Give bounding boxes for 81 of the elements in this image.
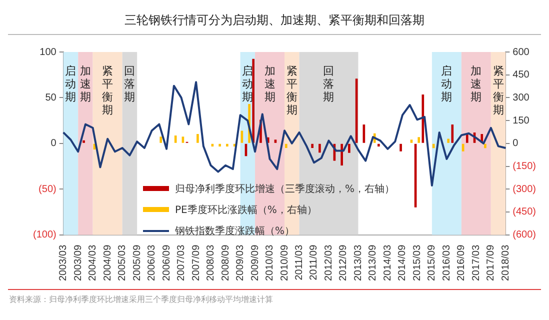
legend-label: 钢铁指数季度涨跌幅（%） <box>175 224 295 238</box>
x-tick-label: 2011/03 <box>294 244 305 280</box>
band-label: 加速期 <box>264 64 276 104</box>
band-label: 加速期 <box>80 64 91 104</box>
x-tick-label: 2013/09 <box>368 244 379 282</box>
x-tick-label: 2008/03 <box>206 244 217 282</box>
y-tick-label: (50) <box>38 184 56 195</box>
bar <box>160 136 162 143</box>
x-tick-label: 2004/03 <box>88 244 99 282</box>
bar <box>196 134 199 143</box>
bar <box>311 144 314 148</box>
bar <box>451 124 454 143</box>
x-tick-label: 2009/09 <box>250 244 261 282</box>
x-tick-label: 2012/03 <box>323 244 334 282</box>
x-tick-label: 2017/09 <box>486 244 497 282</box>
y2-tick-label: 450 <box>512 70 530 81</box>
y-tick-label: 50 <box>45 92 57 104</box>
bar <box>285 144 288 148</box>
bar <box>410 140 413 143</box>
bar <box>466 134 468 143</box>
x-tick-label: 2007/03 <box>176 244 188 282</box>
bar <box>422 94 424 143</box>
y-tick-label: 100 <box>40 46 57 58</box>
x-tick-label: 2006/03 <box>146 244 158 282</box>
y2-tick-label: 300 <box>512 92 530 104</box>
band-label: 回落期 <box>124 65 136 104</box>
y-tick-label: (100) <box>32 230 56 241</box>
y2-tick-label: (300) <box>512 184 536 195</box>
x-tick-label: 2005/03 <box>117 244 128 282</box>
bar <box>348 144 350 153</box>
x-tick-label: 2009/03 <box>235 244 246 282</box>
bar <box>318 144 321 153</box>
band-label: 启动期 <box>441 64 452 104</box>
x-tick-label: 2015/03 <box>412 244 423 282</box>
band-label: 加速期 <box>470 64 482 104</box>
bar <box>226 144 228 146</box>
x-tick-label: 2014/03 <box>382 244 394 282</box>
x-tick-label: 2017/03 <box>470 244 482 282</box>
text: 资料来源：归母净利季度环比增速采用三个季度归母净利移动平均增速计算 <box>9 294 273 305</box>
band-label: 紧平衡期 <box>102 65 114 116</box>
x-tick-label: 2018/03 <box>500 244 512 282</box>
x-tick-label: 2003/03 <box>58 244 70 282</box>
x-tick-label: 2016/03 <box>441 244 452 282</box>
band-label: 紧平衡期 <box>286 65 298 116</box>
band-label: 启动期 <box>65 64 76 104</box>
band-label: 回落期 <box>323 65 334 104</box>
bar <box>274 140 277 143</box>
y2-tick-label: 150 <box>512 115 530 126</box>
y-tick-label: 0 <box>50 138 57 150</box>
x-tick-label: 2011/09 <box>308 244 320 280</box>
x-tick-label: 2014/09 <box>397 244 408 282</box>
bar <box>418 137 420 143</box>
bar <box>252 58 255 143</box>
x-tick-label: 2010/03 <box>264 244 276 282</box>
bar <box>400 144 402 152</box>
x-tick-label: 2003/09 <box>72 244 84 282</box>
bar <box>447 138 450 143</box>
bar <box>378 144 380 146</box>
x-tick-label: 2016/09 <box>456 244 468 282</box>
band-label: 紧平衡期 <box>492 65 504 116</box>
legend-label: PE季度环比涨跌幅（%，右轴） <box>175 204 317 216</box>
x-tick-label: 2015/09 <box>426 244 438 282</box>
x-tick-label: 2013/03 <box>352 244 364 282</box>
x-tick-label: 2004/09 <box>102 244 114 282</box>
chart-title: 三轮钢铁行情可分为启动期、加速期、紧平衡期和回落期 <box>124 12 426 29</box>
bar <box>484 144 486 148</box>
y2-tick-label: (450) <box>512 206 536 218</box>
x-tick-label: 2007/09 <box>190 244 202 282</box>
y2-tick-label: (600) <box>512 230 536 241</box>
y2-tick-label: 0 <box>512 138 519 150</box>
x-tick-label: 2012/09 <box>338 244 350 282</box>
x-tick-label: 2006/09 <box>161 244 172 282</box>
x-tick-label: 2010/09 <box>279 244 290 282</box>
x-tick-label: 2008/09 <box>220 244 232 282</box>
legend-label: 归母净利季度环比增速（三季度滚动，%，右轴） <box>175 182 395 196</box>
bar <box>82 140 85 143</box>
bar <box>218 144 221 146</box>
y2-tick-label: (150) <box>512 161 536 172</box>
x-tick-label: 2005/09 <box>132 244 143 282</box>
y2-tick-label: 600 <box>512 46 530 58</box>
bar <box>432 144 435 148</box>
